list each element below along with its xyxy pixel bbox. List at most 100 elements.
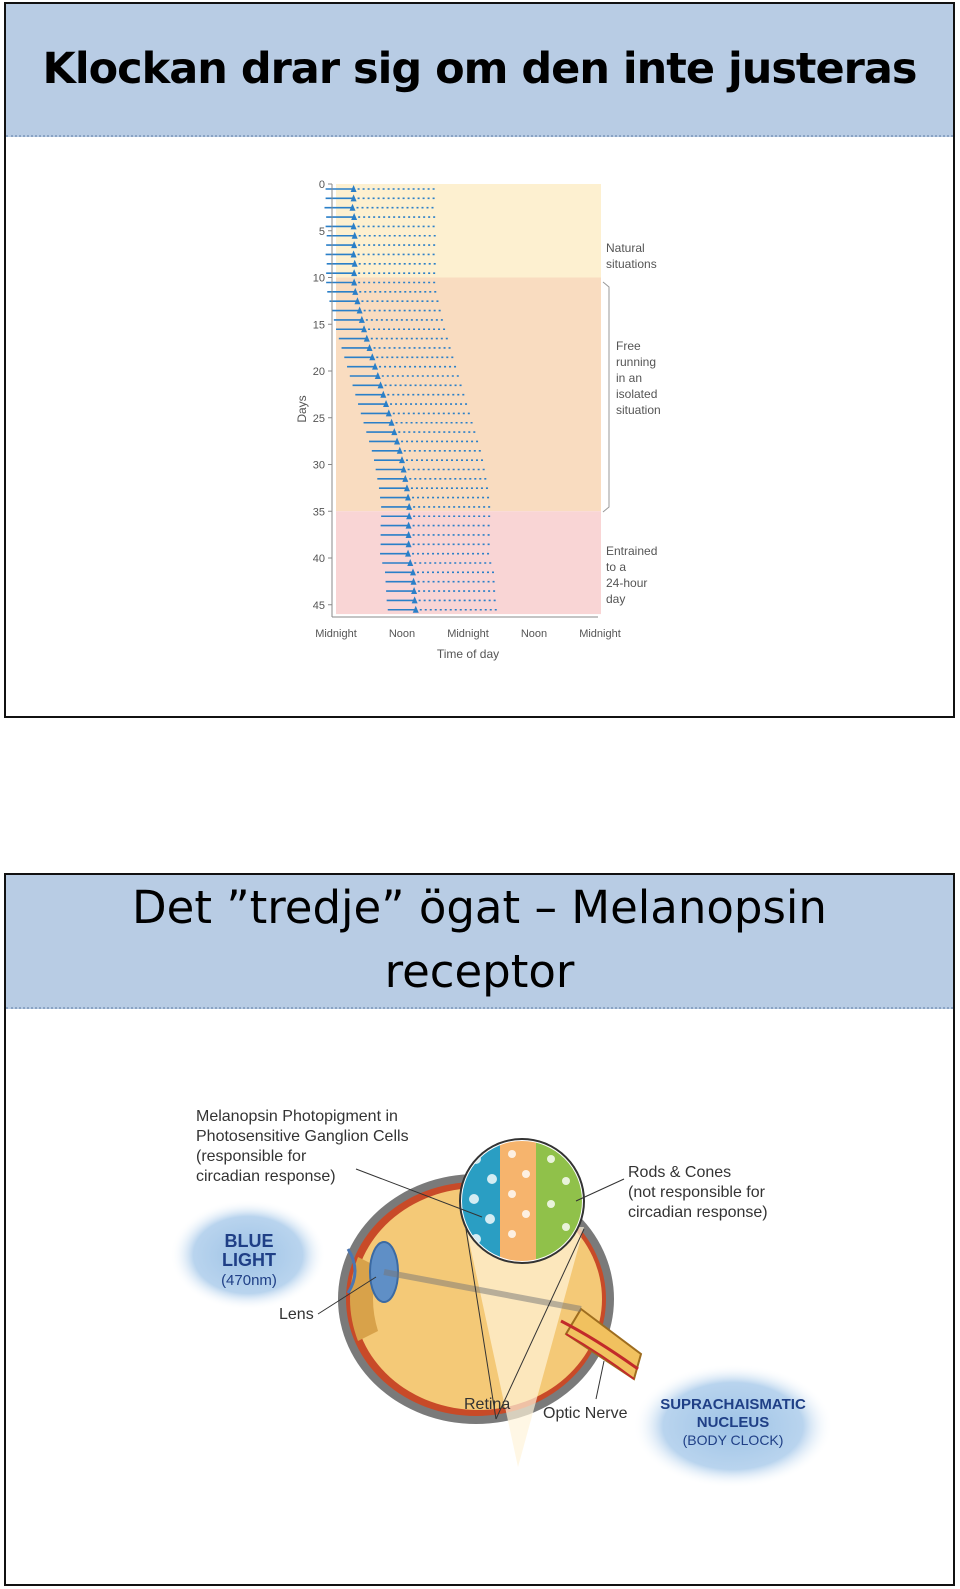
melanopsin-pointer <box>355 1168 483 1218</box>
activity-onset-marker <box>369 353 376 361</box>
phase-label-entrained: to a <box>606 560 626 574</box>
y-tick-label: 45 <box>313 600 325 612</box>
x-tick-label: Noon <box>521 628 547 640</box>
scn-text-2: NUCLEUS <box>697 1414 770 1431</box>
activity-onset-marker <box>405 493 412 501</box>
y-tick-label: 10 <box>313 273 325 285</box>
activity-onset-marker <box>400 465 407 473</box>
phase-label-free-running: running <box>616 355 656 369</box>
activity-onset-marker <box>363 334 370 342</box>
retina-line-1 <box>465 1228 497 1420</box>
rods-cones-label-3: circadian response) <box>628 1204 768 1221</box>
activity-onset-marker <box>405 521 412 529</box>
x-axis-label: Time of day <box>437 647 499 661</box>
x-tick-label: Midnight <box>447 628 489 640</box>
activity-onset-marker <box>410 577 417 585</box>
activity-onset-marker <box>411 587 418 595</box>
activity-onset-marker <box>394 437 401 445</box>
y-tick-label: 20 <box>313 366 325 378</box>
activity-onset-marker <box>351 241 358 249</box>
y-axis-label: Days <box>295 395 309 422</box>
slide-1: Klockan drar sig om den inte justeras 0 5… <box>4 2 955 718</box>
blue-light-glow <box>170 1200 326 1310</box>
scn-text-3: (BODY CLOCK) <box>683 1432 784 1448</box>
activity-onset-marker <box>356 306 363 314</box>
activity-onset-marker <box>358 315 365 323</box>
slide-1-title: Klockan drar sig om den inte justeras <box>42 44 918 94</box>
activity-onset-marker <box>383 400 390 408</box>
activity-onset-marker <box>405 540 412 548</box>
activity-onset-marker <box>410 568 416 576</box>
phase-label-free-running: isolated <box>616 387 657 401</box>
y-tick-label: 0 <box>319 179 325 191</box>
retina-magnified-circle <box>459 1138 585 1264</box>
slide-2: Det ”tredje” ögat – Melanopsin receptor … <box>4 873 955 1586</box>
activity-onset-marker <box>377 381 384 389</box>
eye-diagram: BLUE LIGHT (470nm) SUPRACHAISMATIC NUCLE… <box>170 1108 833 1488</box>
rods-cones-label-2: (not responsible for <box>628 1184 766 1201</box>
x-tick-label: Midnight <box>315 628 357 640</box>
activity-onset-marker <box>351 231 358 239</box>
activity-onset-marker <box>361 325 368 333</box>
optic-nerve-pointer <box>595 1360 605 1400</box>
x-tick-label: Noon <box>389 628 415 640</box>
activity-onset-marker <box>350 250 357 258</box>
rods-cones-pointer <box>575 1178 625 1202</box>
slide-1-title-bar: Klockan drar sig om den inte justeras <box>6 4 953 137</box>
activity-onset-marker <box>350 194 357 202</box>
free-running-bracket <box>602 281 610 513</box>
activity-onset-marker <box>374 372 381 379</box>
y-tick-label: 15 <box>313 319 325 331</box>
activity-onset-marker <box>351 269 358 277</box>
activity-onset-marker <box>405 530 412 538</box>
activity-onset-marker <box>350 222 357 230</box>
blue-light-text-3: (470nm) <box>221 1272 277 1289</box>
y-tick-label: 40 <box>313 553 325 565</box>
phase-band-entrained <box>336 511 601 615</box>
slide-2-title-line-2: receptor <box>384 945 575 998</box>
phase-label-free-running: in an <box>616 371 642 385</box>
activity-onset-marker <box>403 484 410 492</box>
activity-onset-marker <box>396 446 403 454</box>
y-tick-label: 5 <box>319 226 325 238</box>
y-tick-label: 25 <box>313 413 325 425</box>
phase-label-entrained: day <box>606 592 625 606</box>
melanopsin-label-1: Melanopsin Photopigment in <box>196 1108 398 1125</box>
activity-onset-marker <box>388 418 395 426</box>
activity-onset-marker <box>402 474 409 482</box>
activity-onset-marker <box>406 512 413 520</box>
slide-2-title-line-1: Det ”tredje” ögat – Melanopsin <box>132 881 827 934</box>
blue-light-text-2: LIGHT <box>222 1250 276 1270</box>
actogram-chart: 0 5 10 15 20 25 30 35 40 45 Midnight Noon Midnight N… <box>295 179 661 661</box>
phase-label-free-running: Free <box>616 339 641 353</box>
phase-label-entrained: Entrained <box>606 544 657 558</box>
activity-onset-marker <box>349 203 356 211</box>
blue-light-text-1: BLUE <box>225 1231 274 1251</box>
activity-onset-marker <box>412 605 419 613</box>
activity-onset-marker <box>411 596 418 604</box>
lens-pointer <box>317 1276 377 1315</box>
activity-onset-marker <box>351 213 358 221</box>
activity-onset-marker <box>391 428 398 436</box>
activity-onset-marker <box>351 278 358 286</box>
phase-label-free-running: situation <box>616 403 661 417</box>
x-tick-label: Midnight <box>579 628 621 640</box>
lens-label: Lens <box>279 1306 314 1323</box>
activity-onset-marker <box>372 362 379 370</box>
activity-onset-marker <box>399 456 405 464</box>
activity-onset-marker <box>354 297 361 305</box>
activity-onset-marker <box>366 343 373 351</box>
scn-text-1: SUPRACHAISMATIC <box>660 1396 806 1413</box>
phase-label-entrained: 24-hour <box>606 576 647 590</box>
activity-onset-marker <box>350 185 357 192</box>
activity-onset-marker <box>405 549 412 557</box>
rods-cones-label-1: Rods & Cones <box>628 1164 731 1181</box>
activity-onset-marker <box>352 287 359 295</box>
activity-onset-marker <box>407 559 414 566</box>
scn-glow <box>633 1364 833 1488</box>
retina-label: Retina <box>464 1396 510 1413</box>
activity-onset-marker <box>385 409 392 417</box>
phase-band-natural <box>336 184 601 278</box>
phase-label-natural: situations <box>606 257 657 271</box>
retina-line-2 <box>495 1228 585 1420</box>
